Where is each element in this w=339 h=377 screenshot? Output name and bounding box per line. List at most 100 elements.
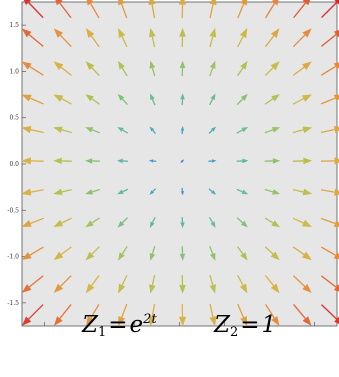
arrow-shaft	[90, 303, 100, 319]
vector-arrow	[209, 0, 217, 19]
vector-arrow	[118, 274, 128, 294]
arrow-head	[333, 252, 339, 260]
arrow-shaft	[151, 274, 156, 286]
arrow-shaft	[209, 4, 214, 19]
arrow-head	[149, 126, 155, 132]
arrow-head	[53, 94, 64, 102]
vector-arrow	[21, 126, 44, 134]
vector-arrow	[292, 188, 313, 196]
arrow-head	[333, 284, 339, 292]
arrow-head	[85, 251, 95, 261]
arrow-shaft	[264, 217, 274, 224]
z2-index: 2	[229, 325, 239, 340]
arrow-shaft	[29, 66, 44, 76]
arrow-head	[85, 94, 94, 102]
arrow-shaft	[61, 98, 72, 105]
vector-arrow	[180, 217, 185, 229]
arrow-shaft	[236, 129, 243, 134]
vector-arrow	[85, 28, 100, 48]
vector-arrow	[320, 30, 339, 47]
vector-arrow	[53, 94, 72, 105]
vector-arrow	[208, 216, 216, 228]
arrow-shaft	[320, 246, 336, 256]
arrow-shaft	[320, 275, 337, 288]
vector-arrow	[265, 0, 279, 19]
arrow-shaft	[28, 304, 44, 320]
vector-arrow	[236, 93, 248, 105]
arrow-shaft	[91, 246, 100, 255]
vector-arrow	[117, 217, 128, 228]
arrow-shaft	[121, 98, 128, 106]
arrow-head	[209, 284, 216, 294]
vector-arrow	[264, 94, 280, 105]
arrow-head	[334, 0, 339, 5]
arrow-head	[333, 30, 339, 38]
arrow-shaft	[236, 217, 244, 224]
arrow-head	[302, 126, 313, 134]
arrow-head	[149, 253, 156, 261]
vector-arrow	[85, 188, 101, 195]
vector-arrow	[148, 159, 157, 163]
arrow-head	[148, 27, 156, 38]
arrow-shaft	[29, 246, 44, 256]
vector-arrow	[118, 27, 128, 48]
arrow-head	[241, 189, 249, 195]
arrow-head	[53, 283, 64, 294]
arrow-head	[86, 316, 94, 327]
vector-arrow	[320, 62, 339, 76]
arrow-shaft	[236, 246, 244, 255]
arrow-shaft	[292, 66, 305, 76]
vector-arrow	[292, 28, 312, 48]
vector-arrow	[149, 216, 156, 228]
arrow-shaft	[28, 2, 44, 19]
arrow-head	[241, 127, 249, 133]
arrow-shaft	[152, 188, 157, 192]
vector-arrow	[23, 0, 44, 19]
arrow-head	[179, 27, 186, 37]
vector-arrow	[180, 188, 185, 196]
arrow-head	[302, 28, 312, 38]
arrow-shaft	[121, 36, 128, 48]
arrow-head	[118, 316, 126, 327]
arrow-head	[211, 190, 217, 195]
vector-arrow	[21, 304, 44, 326]
axis-ticks: -1.5-1.0-0.50.00.51.01.51.51.00.50.0-0.5…	[7, 22, 315, 326]
vector-arrow	[237, 303, 248, 327]
arrow-shaft	[264, 129, 274, 134]
arrow-shaft	[265, 3, 275, 19]
arrow-shaft	[59, 34, 72, 48]
arrow-head	[180, 222, 185, 229]
z2-value: 1	[261, 312, 277, 338]
arrow-head	[85, 127, 94, 133]
vector-arrow	[117, 126, 129, 134]
y-tick-label: -0.5	[7, 207, 19, 214]
arrow-head	[117, 126, 124, 133]
vector-arrow	[179, 60, 186, 77]
arrow-shaft	[121, 246, 128, 255]
arrow-shaft	[91, 67, 100, 77]
arrow-head	[239, 283, 248, 294]
vector-arrow	[209, 303, 217, 327]
arrow-shaft	[91, 98, 100, 105]
arrow-shaft	[293, 304, 306, 320]
arrow-shaft	[90, 275, 100, 287]
arrow-shaft	[151, 303, 156, 318]
arrow-head	[180, 190, 185, 196]
vector-arrow	[117, 93, 128, 106]
vector-arrow	[53, 217, 72, 228]
arrow-shaft	[237, 36, 244, 48]
arrow-head	[85, 189, 93, 195]
arrow-head	[53, 316, 63, 326]
vector-arrow	[21, 94, 44, 105]
arrow-shaft	[91, 217, 100, 224]
vector-arrow	[149, 274, 156, 294]
vector-arrow	[149, 126, 156, 135]
arrow-head	[178, 0, 187, 5]
vector-arrow	[320, 217, 339, 227]
vector-arrow	[116, 158, 129, 164]
arrow-shaft	[29, 97, 44, 105]
z1-base: e	[129, 312, 144, 338]
vector-arrow	[117, 188, 129, 195]
arrow-shaft	[264, 246, 274, 255]
arrow-shaft	[121, 67, 128, 77]
